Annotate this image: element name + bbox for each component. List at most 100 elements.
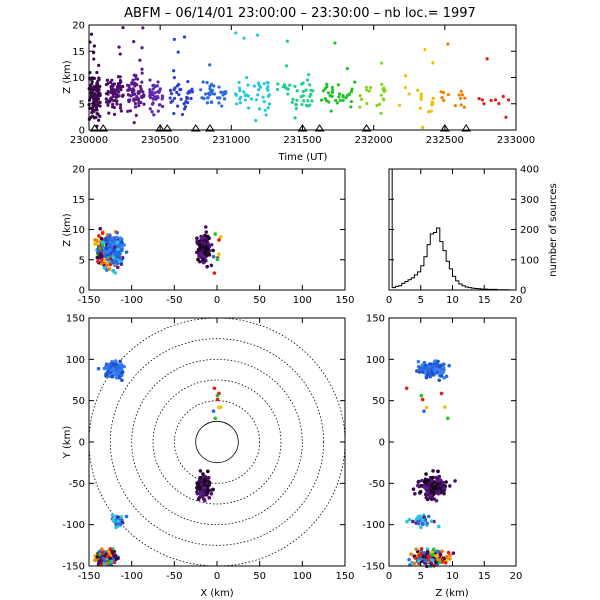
- z-y-frame: [388, 317, 517, 567]
- source-point: [158, 103, 162, 107]
- source-point: [439, 90, 443, 94]
- source-point: [304, 88, 308, 92]
- source-point: [283, 85, 287, 89]
- source-point: [148, 94, 152, 98]
- source-point: [485, 57, 489, 61]
- source-point: [133, 84, 137, 88]
- source-point: [430, 552, 435, 557]
- source-point: [436, 557, 440, 562]
- source-point: [97, 234, 101, 238]
- y-tick-label: 150: [66, 314, 85, 325]
- source-point: [480, 98, 485, 102]
- source-point: [364, 85, 368, 89]
- source-point: [201, 80, 205, 84]
- source-point: [97, 88, 101, 92]
- source-point: [445, 416, 450, 421]
- source-point: [451, 551, 456, 555]
- source-point: [324, 99, 329, 103]
- source-point: [439, 374, 444, 378]
- source-point: [429, 562, 434, 566]
- source-point: [246, 94, 250, 98]
- source-point: [172, 96, 177, 100]
- source-point: [95, 112, 99, 116]
- source-point: [423, 47, 427, 52]
- source-point: [444, 374, 449, 379]
- source-point: [218, 235, 223, 239]
- source-point: [116, 247, 120, 252]
- source-point: [117, 375, 122, 380]
- source-point: [97, 549, 102, 554]
- y-tick-label: 0: [79, 126, 85, 137]
- source-point: [409, 552, 413, 556]
- source-point: [107, 366, 112, 371]
- plan-view-ticks: -150 -100 -50 0 50 100 150 -150 -100 -50 0 50 100 150: [62, 314, 354, 583]
- source-point: [97, 559, 102, 564]
- source-point: [293, 84, 297, 88]
- y-tick-label: 50: [72, 396, 85, 407]
- source-point: [94, 87, 98, 91]
- source-point: [96, 259, 100, 264]
- source-point: [307, 73, 311, 77]
- source-point: [198, 469, 203, 473]
- source-point: [206, 469, 210, 474]
- source-point: [195, 236, 199, 241]
- source-point: [182, 107, 187, 111]
- source-point: [196, 497, 201, 502]
- source-point: [153, 96, 157, 100]
- source-point: [98, 104, 102, 108]
- source-point: [116, 364, 120, 369]
- source-point: [380, 82, 384, 86]
- source-point: [436, 524, 441, 529]
- source-point: [493, 98, 498, 102]
- source-point: [242, 36, 246, 40]
- source-point: [238, 89, 242, 93]
- source-point: [119, 80, 123, 84]
- source-point: [114, 235, 119, 240]
- source-point: [98, 563, 103, 566]
- source-point: [425, 547, 430, 551]
- source-point: [256, 81, 261, 85]
- source-point: [150, 110, 154, 114]
- source-point: [300, 82, 304, 86]
- source-point: [213, 416, 218, 421]
- source-point: [208, 93, 212, 97]
- source-point: [116, 75, 121, 79]
- source-point: [198, 475, 203, 480]
- source-point: [419, 97, 423, 101]
- source-point: [199, 493, 203, 498]
- source-point: [420, 518, 425, 523]
- source-point: [98, 226, 103, 231]
- source-point: [407, 517, 412, 522]
- source-point: [420, 522, 425, 526]
- source-point: [89, 95, 93, 99]
- source-point: [242, 90, 246, 94]
- source-point: [416, 479, 421, 484]
- source-point: [153, 91, 157, 95]
- source-point: [202, 96, 206, 101]
- source-point: [426, 514, 431, 519]
- source-point: [267, 102, 272, 106]
- source-point: [323, 86, 327, 91]
- source-point: [419, 94, 423, 98]
- source-point: [328, 94, 332, 98]
- source-point: [285, 39, 289, 43]
- source-point: [310, 99, 314, 103]
- x-tick-label: -150: [78, 295, 101, 306]
- source-point: [113, 271, 118, 275]
- panel-time-height: 230000 230500 231000 231500 232000 232500 2330…: [62, 21, 535, 164]
- source-point: [435, 554, 439, 558]
- source-point: [321, 89, 325, 93]
- source-point: [243, 98, 247, 102]
- source-point: [349, 99, 353, 104]
- ground-stroke-marker: [461, 124, 472, 132]
- source-point: [341, 95, 345, 99]
- source-point: [189, 96, 193, 101]
- source-point: [91, 105, 95, 109]
- source-point: [128, 98, 132, 102]
- source-point: [209, 491, 214, 496]
- x-tick-label: 232000: [355, 135, 393, 146]
- source-point: [462, 105, 466, 109]
- source-point: [207, 496, 212, 500]
